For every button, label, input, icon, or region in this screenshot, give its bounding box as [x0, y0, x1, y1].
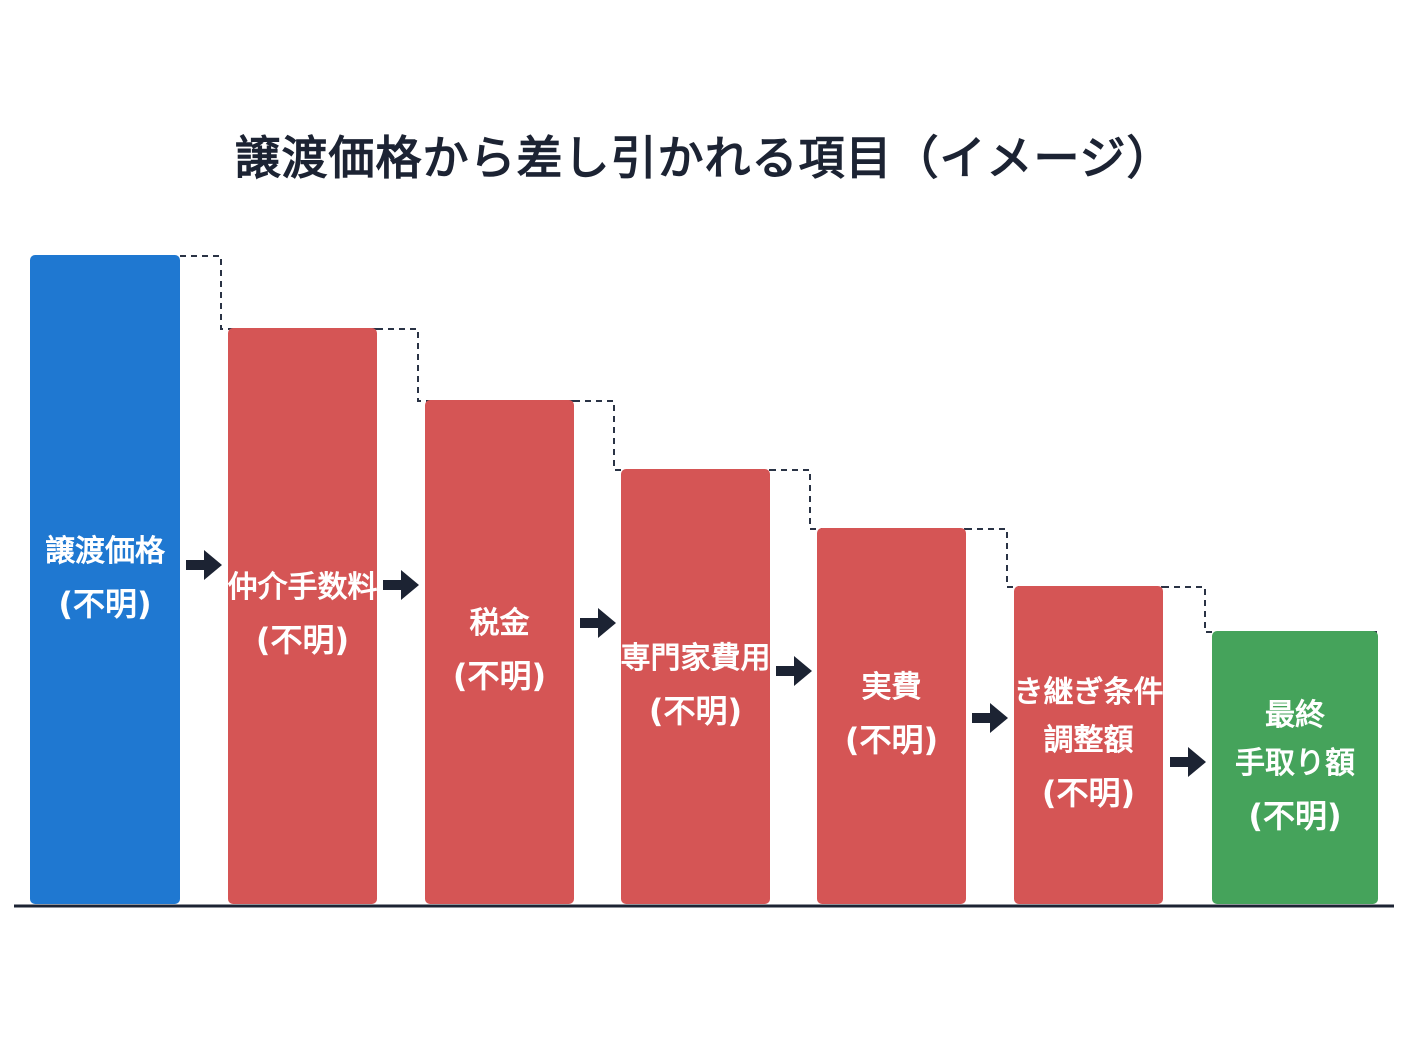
step-label: 最終手取り額 (不明): [1235, 692, 1355, 844]
right-arrow-icon: [186, 550, 222, 580]
step-bar-5: 実費 (不明): [817, 528, 966, 904]
step-value-note: (不明): [1248, 796, 1342, 835]
step-label: 譲渡価格 (不明): [45, 528, 165, 632]
step-value-note: (不明): [58, 584, 152, 623]
right-arrow-icon: [972, 703, 1008, 733]
step-label: 実費 (不明): [845, 664, 938, 768]
right-arrow-icon: [1169, 747, 1206, 777]
step-value-note: (不明): [452, 657, 547, 695]
step-label-line: 実費: [861, 670, 922, 705]
step-label-line: 税金: [469, 606, 530, 641]
step-label-line: 仲介手数料: [227, 570, 378, 605]
step-label: 税金 (不明): [453, 600, 546, 704]
step-label-line: 調整額: [1043, 723, 1134, 758]
step-label-line: 譲渡価格: [45, 533, 165, 569]
right-arrow-icon: [775, 656, 812, 686]
step-value-note: (不明): [1041, 774, 1136, 812]
right-arrow-icon: [579, 608, 616, 638]
step-bar-7: 最終手取り額 (不明): [1212, 631, 1378, 904]
step-label: 専門家費用 (不明): [621, 635, 771, 739]
step-label: 仲介手数料 (不明): [228, 564, 378, 668]
step-bar-1: 譲渡価格 (不明): [30, 255, 180, 904]
step-label-line: 専門家費用: [620, 640, 771, 676]
diagram-title: 譲渡価格から差し引かれる項目（イメージ）: [234, 131, 1174, 185]
step-bar-3: 税金 (不明): [425, 400, 574, 904]
step-bar-2: 仲介手数料 (不明): [228, 328, 378, 904]
step-label-line: 引き継ぎ条件・: [983, 675, 1194, 710]
right-arrow-icon: [383, 570, 419, 600]
step-value-note: (不明): [255, 621, 350, 659]
step-bar-6: 引き継ぎ条件・ 調整額 (不明): [984, 586, 1194, 904]
step-value-note: (不明): [648, 691, 743, 730]
step-bar-4: 専門家費用 (不明): [621, 469, 771, 904]
step-value-note: (不明): [844, 721, 939, 759]
step-label: 引き継ぎ条件・ 調整額 (不明): [984, 669, 1194, 821]
step-label-line: 手取り額: [1235, 745, 1355, 781]
step-label-line: 最終: [1265, 697, 1325, 733]
